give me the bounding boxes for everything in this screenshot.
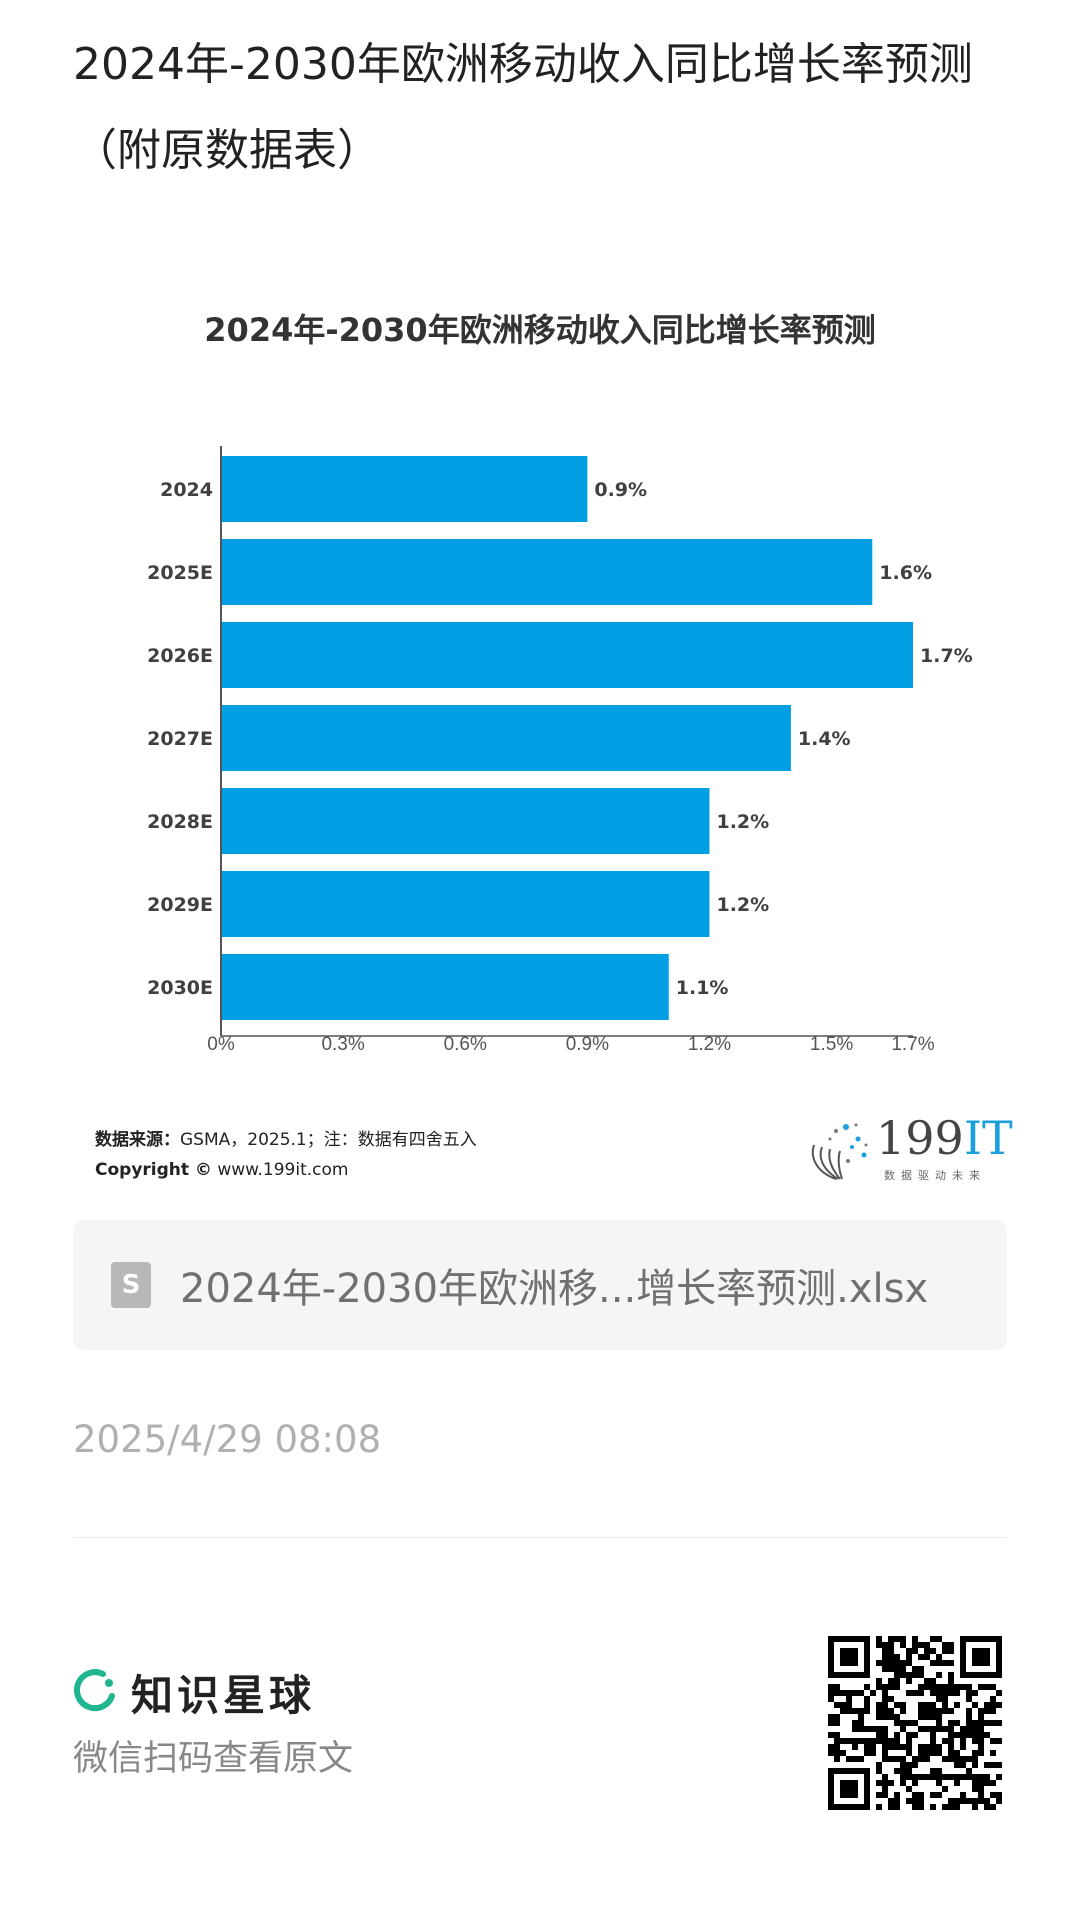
logo-text-b: IT	[963, 1111, 1013, 1165]
attachment-name: 2024年-2030年欧洲移...增长率预测.xlsx	[180, 1266, 929, 1312]
category-label: 2030E	[147, 977, 213, 999]
category-label: 2025E	[147, 562, 213, 584]
x-tick-label: 0.9%	[566, 1034, 609, 1055]
value-label: 1.6%	[879, 562, 932, 584]
bar	[221, 622, 913, 688]
source-note: 数据来源：GSMA，2025.1；注：数据有四舍五入 Copyright © w…	[95, 1125, 477, 1185]
source-label: 数据来源：	[95, 1130, 180, 1150]
value-label: 1.4%	[798, 728, 851, 750]
value-label: 1.1%	[676, 977, 729, 999]
dandelion-icon	[811, 1123, 868, 1180]
category-label: 2024	[160, 479, 213, 501]
x-tick-label: 1.7%	[891, 1034, 934, 1055]
zsxq-logo-icon	[74, 1669, 115, 1712]
value-label: 1.2%	[716, 894, 769, 916]
bar-chart: 2024 0.9% 2025E 1.6% 2026E 1.7% 2027E 1.4% 2028E…	[147, 446, 973, 1055]
bar	[221, 954, 669, 1020]
bar	[221, 539, 873, 605]
page-title: 2024年-2030年欧洲移动收入同比增长率预测（附原数据表）	[73, 39, 973, 176]
post-date: 2025/4/29 08:08	[73, 1418, 382, 1461]
logo-slogan: 数据驱动未来	[884, 1169, 986, 1182]
bar	[221, 456, 588, 522]
brand-name: 知识星球	[131, 1671, 316, 1720]
source-text: GSMA，2025.1；注：数据有四舍五入	[180, 1130, 477, 1150]
logo-text-a: 199	[876, 1111, 964, 1165]
bar	[221, 788, 710, 854]
attachment-card[interactable]: S 2024年-2030年欧洲移...增长率预测.xlsx	[73, 1220, 1007, 1350]
category-label: 2026E	[147, 645, 213, 667]
x-tick-label: 0%	[207, 1034, 235, 1055]
qr-code[interactable]	[828, 1636, 1002, 1810]
value-label: 0.9%	[594, 479, 647, 501]
category-label: 2027E	[147, 728, 213, 750]
spreadsheet-file-icon: S	[111, 1262, 151, 1308]
category-label: 2028E	[147, 811, 213, 833]
bar	[221, 871, 710, 937]
copyright-url: www.199it.com	[217, 1160, 349, 1180]
199it-logo: 199IT 数据驱动未来	[806, 1111, 1013, 1185]
value-label: 1.7%	[920, 645, 973, 667]
x-tick-label: 0.6%	[444, 1034, 487, 1055]
copyright-label: Copyright ©	[95, 1160, 212, 1180]
bar	[221, 705, 791, 771]
chart-title: 2024年-2030年欧洲移动收入同比增长率预测	[204, 311, 876, 349]
category-label: 2029E	[147, 894, 213, 916]
x-tick-label: 1.2%	[688, 1034, 731, 1055]
x-tick-label: 0.3%	[321, 1034, 364, 1055]
divider	[73, 1537, 1007, 1538]
value-label: 1.2%	[716, 811, 769, 833]
x-tick-label: 1.5%	[810, 1034, 853, 1055]
scan-hint: 微信扫码查看原文	[73, 1739, 354, 1779]
